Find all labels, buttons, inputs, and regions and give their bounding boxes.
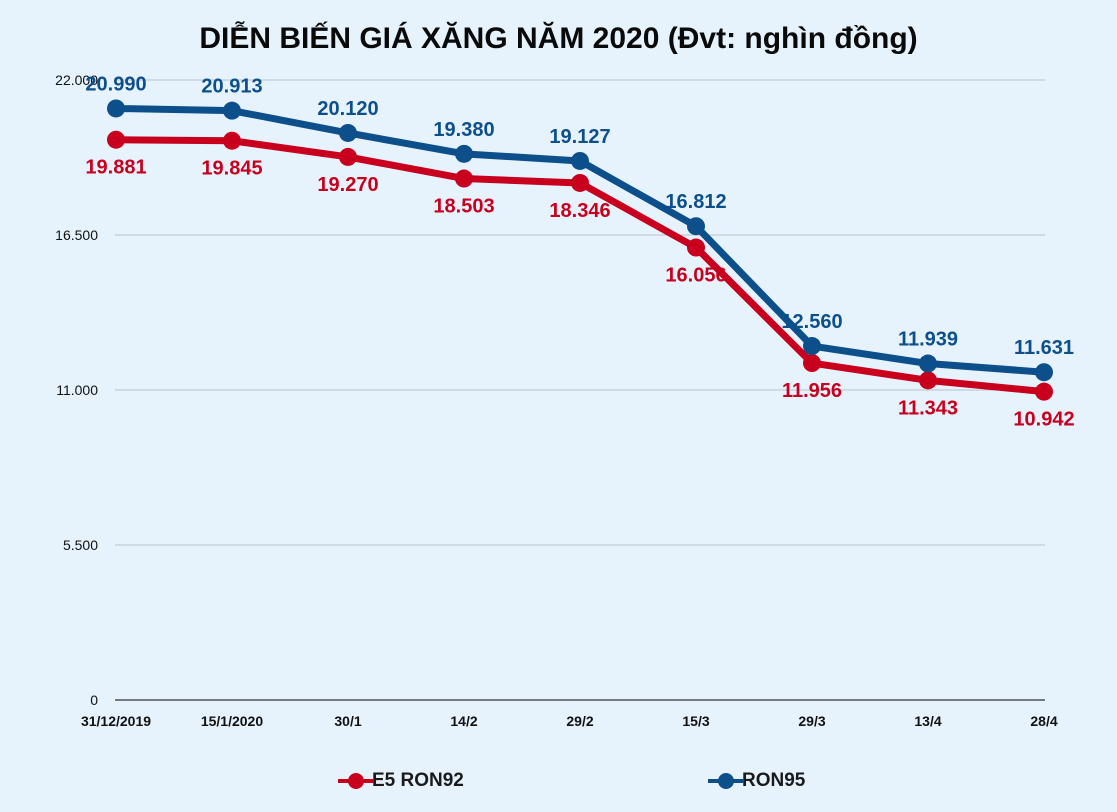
y-tick-label: 22.000: [55, 72, 98, 88]
data-label: 12.560: [781, 311, 842, 333]
data-label: 11.343: [898, 397, 958, 419]
data-point: [107, 130, 125, 149]
y-tick-label: 11.000: [56, 382, 98, 398]
data-point: [339, 123, 357, 142]
data-point: [687, 238, 705, 257]
x-tick-label: 15/1/2020: [201, 713, 263, 729]
data-point: [803, 337, 821, 356]
data-label: 19.127: [549, 126, 610, 148]
legend-item-e5-ron92: E5 RON92: [338, 770, 464, 792]
data-label: 18.346: [549, 200, 610, 222]
x-tick-label: 15/3: [682, 713, 709, 729]
x-tick-label: 29/2: [566, 713, 593, 729]
legend-item-ron95: RON95: [708, 770, 806, 792]
data-point: [687, 217, 705, 236]
data-point: [455, 169, 473, 188]
chart-title: DIỄN BIẾN GIÁ XĂNG NĂM 2020 (Đvt: nghìn …: [199, 22, 918, 55]
x-tick-label: 30/1: [334, 713, 361, 729]
data-point: [919, 354, 937, 373]
data-point: [339, 147, 357, 166]
data-point: [223, 131, 241, 150]
legend: E5 RON92 RON95: [0, 770, 1117, 800]
x-tick-label: 31/12/2019: [81, 713, 151, 729]
data-label: 18.503: [433, 196, 494, 218]
legend-marker-ron95: [708, 773, 744, 789]
data-point: [919, 371, 937, 390]
x-tick-label: 28/4: [1030, 713, 1057, 729]
data-label: 20.913: [201, 76, 262, 98]
data-label: 19.270: [317, 174, 378, 196]
data-label: 11.631: [1014, 337, 1074, 359]
legend-marker-e5-ron92: [338, 773, 374, 789]
data-label: 20.120: [317, 98, 378, 120]
data-point: [1035, 382, 1053, 401]
data-label: 16.812: [665, 191, 726, 213]
data-point: [223, 101, 241, 120]
y-tick-label: 0: [90, 692, 98, 708]
data-point: [571, 173, 589, 192]
x-tick-label: 14/2: [450, 713, 477, 729]
y-tick-label: 16.500: [55, 227, 98, 243]
data-point: [571, 151, 589, 170]
data-point: [1035, 363, 1053, 382]
data-label: 10.942: [1013, 409, 1074, 431]
data-point: [803, 354, 821, 373]
data-label: 20.990: [85, 73, 146, 95]
data-label: 19.380: [433, 119, 494, 141]
legend-label-ron95: RON95: [742, 770, 806, 791]
y-tick-label: 5.500: [63, 537, 98, 553]
data-label: 11.956: [782, 380, 842, 402]
data-point: [107, 99, 125, 118]
x-tick-label: 13/4: [914, 713, 941, 729]
data-label: 19.845: [201, 158, 262, 180]
x-tick-label: 29/3: [798, 713, 825, 729]
data-label: 16.056: [665, 265, 726, 287]
data-label: 11.939: [898, 329, 958, 351]
data-label: 19.881: [85, 157, 146, 179]
data-point: [455, 144, 473, 163]
legend-label-e5-ron92: E5 RON92: [372, 770, 464, 791]
